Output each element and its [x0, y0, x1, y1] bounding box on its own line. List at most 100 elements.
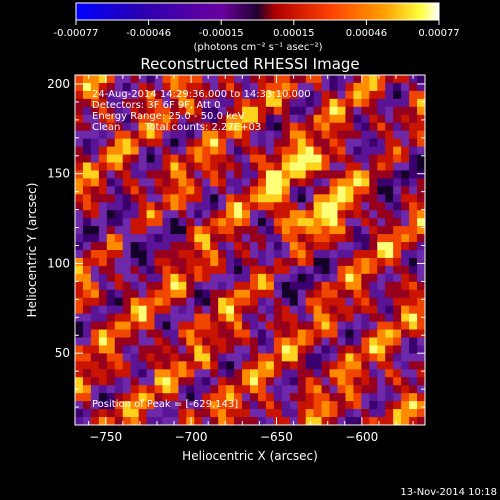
- heatmap-cell: [186, 385, 195, 394]
- heatmap-cell: [90, 321, 100, 330]
- heatmap-cell: [114, 361, 124, 370]
- heatmap-cell: [242, 345, 251, 354]
- heatmap-cell: [250, 250, 259, 259]
- heatmap-cell: [122, 122, 131, 131]
- heatmap-cell: [361, 401, 370, 410]
- x-tick-label: −600: [345, 430, 378, 444]
- heatmap-cell: [114, 281, 124, 291]
- heatmap-cell: [162, 170, 171, 179]
- heatmap-cell: [106, 345, 116, 354]
- heatmap-cell: [138, 106, 147, 116]
- heatmap-cell: [273, 106, 283, 116]
- heatmap-cell: [234, 289, 243, 299]
- heatmap-cell: [409, 401, 418, 410]
- heatmap-cell: [90, 273, 100, 283]
- heatmap-cell: [234, 273, 243, 283]
- heatmap-cell: [138, 409, 147, 418]
- heatmap-cell: [186, 218, 195, 227]
- heatmap-cell: [194, 289, 203, 299]
- heatmap-cell: [114, 82, 124, 92]
- heatmap-cell: [82, 329, 92, 338]
- heatmap-cell: [369, 186, 378, 195]
- heatmap-cell: [130, 329, 139, 338]
- colorbar-tick-label: 0.00046: [346, 28, 387, 39]
- heatmap-cell: [361, 385, 370, 394]
- heatmap-cell: [90, 114, 100, 124]
- heatmap-cell: [210, 393, 219, 402]
- heatmap-cell: [345, 202, 354, 211]
- heatmap-cell: [337, 242, 346, 251]
- heatmap-cell: [138, 345, 147, 354]
- heatmap-cell: [393, 98, 402, 108]
- heatmap-cell: [218, 273, 227, 283]
- heatmap-cell: [170, 265, 179, 275]
- heatmap-cell: [385, 242, 394, 251]
- heatmap-cell: [265, 353, 275, 362]
- heatmap-cell: [321, 146, 330, 155]
- heatmap-cell: [385, 321, 394, 330]
- heatmap-cell: [122, 337, 131, 346]
- annotation-time: 24-Aug-2014 14:29:36.000 to 14:33:10.000: [92, 89, 311, 100]
- heatmap-cell: [257, 329, 267, 338]
- heatmap-cell: [242, 162, 251, 171]
- heatmap-cell: [329, 417, 338, 426]
- heatmap-cell: [321, 313, 330, 322]
- heatmap-cell: [273, 369, 283, 378]
- heatmap-cell: [210, 297, 219, 306]
- heatmap-cell: [401, 329, 410, 338]
- heatmap-cell: [250, 75, 259, 84]
- heatmap-cell: [122, 138, 131, 147]
- heatmap-cell: [289, 313, 299, 322]
- heatmap-cell: [345, 345, 354, 354]
- heatmap-cell: [353, 337, 362, 346]
- heatmap-cell: [90, 210, 100, 219]
- heatmap-cell: [122, 75, 131, 84]
- heatmap-cell: [265, 218, 275, 227]
- heatmap-cell: [329, 122, 338, 131]
- heatmap-cell: [75, 82, 84, 92]
- heatmap-cell: [321, 114, 330, 124]
- heatmap-cell: [369, 75, 378, 84]
- heatmap-cell: [313, 90, 322, 100]
- heatmap-cell: [210, 202, 219, 211]
- heatmap-cell: [257, 297, 267, 306]
- heatmap-cell: [98, 305, 108, 314]
- heatmap-cell: [369, 162, 378, 171]
- heatmap-cell: [90, 281, 100, 291]
- heatmap-cell: [337, 417, 346, 426]
- heatmap-cell: [385, 154, 394, 163]
- heatmap-cell: [130, 82, 139, 92]
- heatmap-cell: [226, 385, 235, 394]
- heatmap-cell: [90, 82, 100, 92]
- heatmap-cell: [82, 385, 92, 394]
- heatmap-cell: [202, 242, 211, 251]
- heatmap-cell: [250, 218, 259, 227]
- heatmap-cell: [130, 305, 139, 314]
- heatmap-cell: [305, 162, 314, 171]
- heatmap-cell: [106, 210, 116, 219]
- heatmap-cell: [210, 321, 219, 330]
- heatmap-cell: [194, 162, 203, 171]
- heatmap-cell: [321, 337, 330, 346]
- heatmap-cell: [257, 313, 267, 322]
- heatmap-cell: [170, 242, 179, 251]
- heatmap-cell: [122, 98, 131, 108]
- heatmap-cell: [226, 305, 235, 314]
- heatmap-cell: [361, 329, 370, 338]
- heatmap-cell: [226, 393, 235, 402]
- heatmap-cell: [210, 273, 219, 283]
- heatmap-cell: [98, 313, 108, 322]
- heatmap-cell: [329, 226, 338, 235]
- heatmap-cell: [329, 75, 338, 84]
- heatmap-cell: [82, 313, 92, 322]
- heatmap-cell: [377, 178, 386, 187]
- heatmap-cell: [154, 162, 163, 171]
- heatmap-cell: [305, 297, 314, 306]
- heatmap-cell: [154, 257, 163, 267]
- heatmap-cell: [210, 138, 219, 147]
- heatmap-cell: [75, 257, 84, 267]
- heatmap-cell: [265, 289, 275, 299]
- heatmap-cell: [401, 75, 410, 84]
- heatmap-cell: [162, 178, 171, 187]
- heatmap-cell: [186, 345, 195, 354]
